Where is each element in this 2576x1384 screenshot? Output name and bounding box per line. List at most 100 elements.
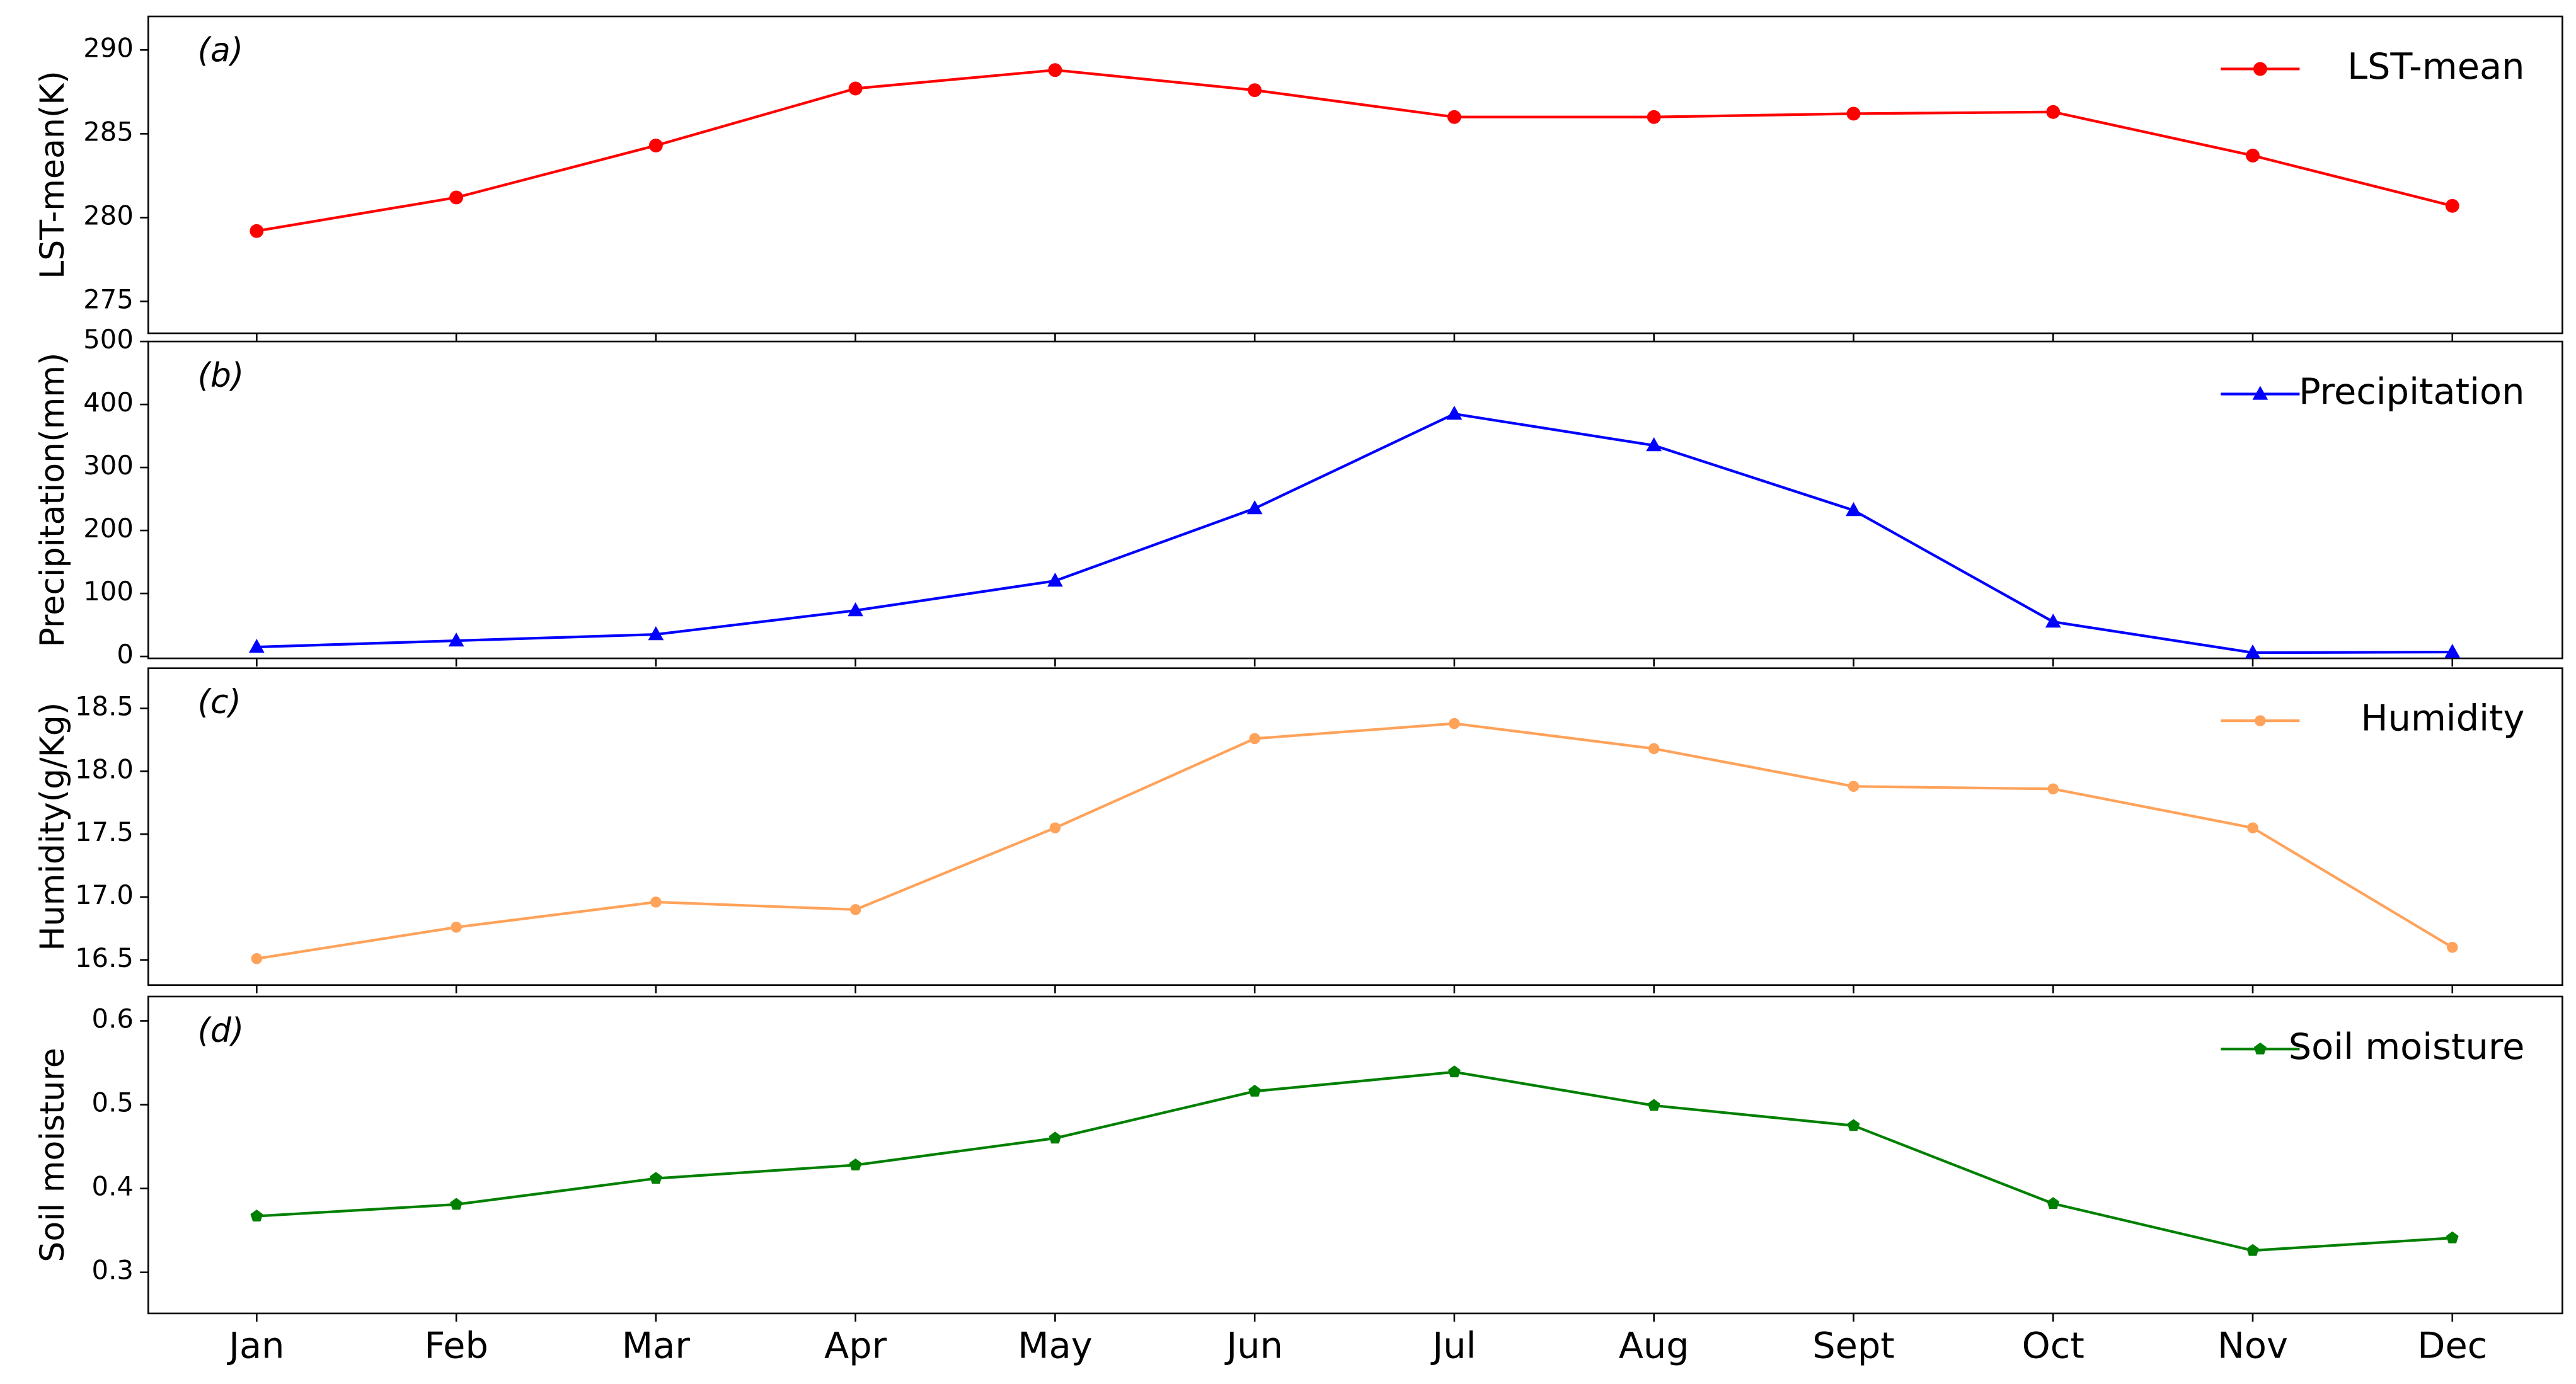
marker [1846, 106, 1861, 121]
legend-marker [2253, 1042, 2267, 1055]
y-tick-label: 0 [117, 639, 134, 670]
y-tick-label: 0.3 [92, 1255, 134, 1286]
marker [1646, 437, 1662, 452]
marker [1048, 63, 1062, 77]
marker [2046, 105, 2061, 119]
x-tick-label: Jun [1224, 1324, 1283, 1366]
y-tick-label: 17.0 [75, 879, 134, 910]
legend-label: Precipitation [2299, 370, 2524, 413]
marker [2045, 614, 2061, 628]
marker [648, 626, 664, 641]
marker [1848, 781, 1860, 792]
y-tick-label: 0.5 [92, 1087, 134, 1118]
y-tick-label: 16.5 [75, 942, 134, 973]
marker [1846, 502, 1861, 517]
y-tick-label: 400 [83, 387, 134, 418]
marker [448, 632, 464, 647]
marker [449, 190, 464, 205]
y-tick-label: 285 [83, 116, 134, 147]
marker [2246, 1244, 2259, 1256]
marker [2247, 822, 2258, 833]
x-tick-label: Aug [1619, 1324, 1689, 1366]
marker [1049, 1131, 1062, 1144]
marker [1446, 406, 1463, 420]
marker [1449, 718, 1460, 729]
marker [2245, 644, 2261, 659]
marker [649, 1172, 662, 1184]
y-tick-label: 290 [83, 32, 134, 63]
marker [1248, 1084, 1262, 1097]
marker [250, 224, 264, 238]
marker [650, 896, 662, 908]
marker [1648, 743, 1660, 755]
y-axis-label: Soil moisture [34, 1048, 72, 1262]
y-tick-label: 200 [83, 513, 134, 544]
y-axis-label: Humidity(g/Kg) [34, 702, 72, 951]
marker [848, 602, 864, 617]
y-tick-label: 275 [83, 283, 134, 314]
marker [648, 139, 663, 152]
y-tick-label: 300 [83, 450, 134, 481]
x-tick-label: Mar [622, 1324, 691, 1366]
marker [2444, 644, 2461, 658]
y-tick-label: 18.0 [75, 753, 134, 784]
marker [1448, 1065, 1461, 1078]
panel-annotation: (b) [198, 357, 244, 394]
legend-marker [2253, 62, 2267, 76]
y-axis-label: Precipitation(mm) [34, 353, 72, 648]
x-tick-label: Nov [2217, 1324, 2288, 1366]
marker [1248, 83, 1262, 98]
plot-frame [147, 667, 2563, 987]
marker [2446, 1231, 2459, 1244]
x-tick-label: Sept [1812, 1324, 1895, 1366]
plot-frame [147, 15, 2563, 335]
series-line [256, 412, 2452, 655]
legend-label: Humidity [2361, 697, 2525, 740]
legend-marker [2252, 386, 2268, 400]
y-tick-label: 17.5 [75, 816, 134, 847]
y-tick-label: 0.4 [92, 1171, 134, 1202]
marker [1847, 1119, 1860, 1131]
marker [2047, 1197, 2060, 1210]
legend-label: Soil moisture [2289, 1026, 2525, 1068]
x-tick-label: Apr [824, 1324, 887, 1366]
marker [451, 922, 462, 933]
plot-frame [147, 340, 2563, 660]
y-axis-label: LST-mean(K) [34, 71, 72, 279]
x-tick-label: Dec [2417, 1324, 2487, 1366]
x-tick-label: Jul [1430, 1324, 1476, 1366]
panel-annotation: (d) [198, 1012, 244, 1049]
series-line [256, 722, 2453, 960]
y-tick-label: 100 [83, 576, 134, 607]
marker [1647, 1099, 1660, 1111]
y-tick-label: 0.6 [92, 1004, 134, 1034]
x-tick-label: Feb [424, 1324, 488, 1366]
marker [2447, 942, 2458, 953]
marker [1647, 110, 1661, 124]
series-line [256, 69, 2453, 232]
marker [1049, 822, 1061, 833]
marker [250, 1210, 263, 1222]
marker [2047, 783, 2059, 795]
marker [849, 904, 861, 915]
panel-annotation: (a) [198, 31, 244, 69]
plot-frame [147, 995, 2563, 1315]
marker [248, 639, 265, 653]
marker [251, 953, 263, 964]
marker [1447, 110, 1461, 124]
marker [450, 1198, 463, 1210]
x-tick-label: May [1018, 1324, 1093, 1366]
y-tick-label: 500 [83, 324, 134, 355]
x-tick-label: Oct [2022, 1324, 2084, 1366]
marker [1246, 500, 1263, 515]
marker [848, 81, 863, 96]
marker [1047, 573, 1063, 587]
marker [2445, 198, 2459, 213]
y-tick-label: 18.5 [75, 691, 134, 722]
x-tick-label: Jan [227, 1324, 284, 1366]
marker [2246, 149, 2260, 163]
marker [1249, 733, 1260, 745]
y-tick-label: 280 [83, 200, 134, 231]
